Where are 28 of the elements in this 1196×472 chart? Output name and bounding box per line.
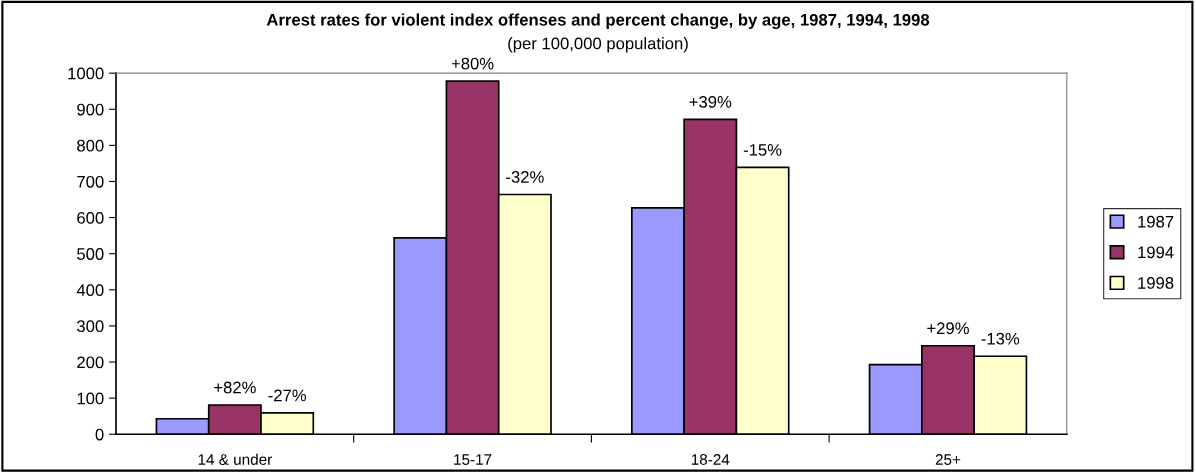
legend-label: 1994: [1138, 246, 1174, 259]
x-tick-label: 14 & under: [198, 453, 272, 465]
annotation: -32%: [506, 171, 544, 183]
y-tick-label: 100: [77, 392, 104, 405]
annotation: +82%: [214, 381, 256, 394]
chart-subtitle: (per 100,000 population): [508, 37, 688, 53]
y-tick-label: 200: [77, 356, 104, 369]
y-tick-label: 400: [76, 284, 104, 297]
y-tick-label: 700: [77, 175, 104, 188]
annotation: -15%: [743, 144, 782, 156]
x-tick-label: 15-17: [454, 454, 492, 465]
annotation: +39%: [689, 95, 732, 108]
y-tick-label: 1000: [68, 67, 104, 80]
y-tick-label: 600: [77, 211, 104, 224]
y-tick-label: 900: [77, 103, 104, 116]
legend-label: 1987: [1138, 215, 1174, 228]
y-tick-label: 500: [77, 248, 104, 260]
annotation: +80%: [451, 57, 494, 70]
legend-label: 1998: [1138, 277, 1174, 289]
chart-title: Arrest rates for violent index offenses and percent change, by age, 1987, 1994, 1998: [266, 13, 930, 30]
annotation: -27%: [268, 389, 307, 402]
annotation: +29%: [927, 322, 969, 335]
x-tick-label: 25+: [935, 454, 961, 465]
x-tick-label: 18-24: [691, 454, 730, 465]
y-tick-label: 300: [77, 320, 104, 333]
annotation: -13%: [981, 332, 1020, 345]
y-tick-label: 0: [95, 428, 104, 441]
y-tick-label: 800: [77, 139, 104, 152]
